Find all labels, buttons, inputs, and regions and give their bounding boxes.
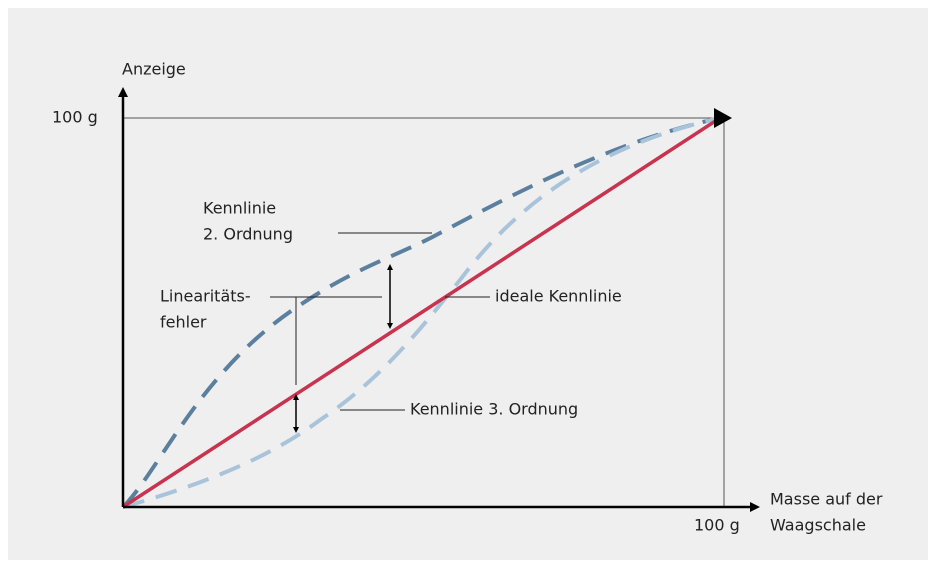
annotation: Kennlinie 3. Ordnung: [410, 400, 578, 419]
annotation: Linearitäts-: [160, 287, 251, 306]
curve-second-order: [121, 116, 721, 509]
x-max-label: 100 g: [694, 516, 740, 535]
x-axis-label: Waagschale: [770, 516, 866, 535]
y-axis-label: Anzeige: [122, 60, 186, 79]
y-max-label: 100 g: [52, 108, 98, 127]
curve-third-order: [122, 116, 721, 509]
annotation: Kennlinie: [203, 199, 276, 218]
annotation: ideale Kennlinie: [495, 287, 622, 306]
annotation: fehler: [160, 313, 207, 332]
ideal-line: [122, 116, 721, 509]
line-arrow: [714, 108, 732, 128]
annotation: 2. Ordnung: [203, 225, 293, 244]
x-axis-label: Masse auf der: [770, 490, 883, 509]
